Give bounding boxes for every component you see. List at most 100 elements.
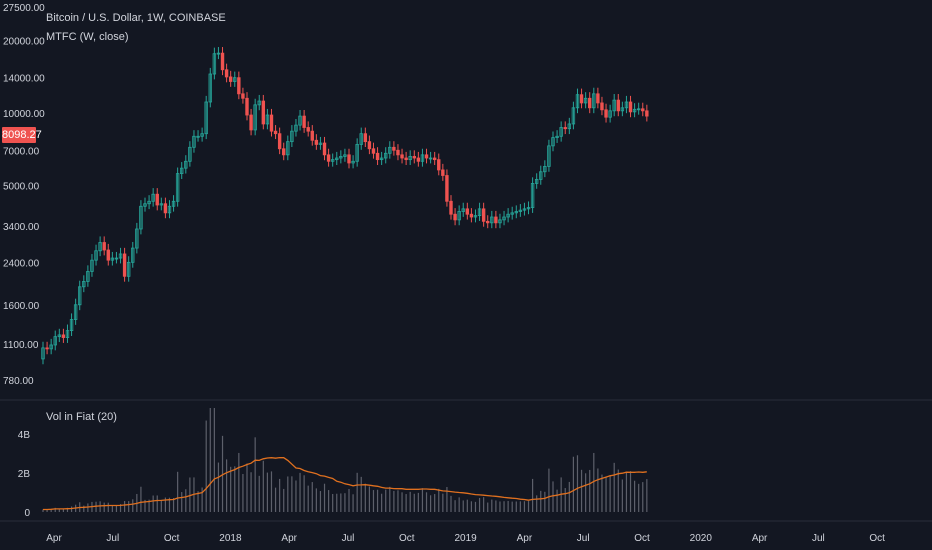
price-tick-label: 2400.00 [3, 258, 40, 269]
time-tick-label: Jul [812, 533, 825, 544]
candle-body [575, 94, 580, 109]
candle-body [147, 200, 151, 205]
time-tick-label: Oct [164, 533, 180, 544]
candle-body [453, 213, 457, 221]
candle-body [253, 104, 257, 131]
indicator-label[interactable]: MTFC (W, close) [46, 31, 129, 43]
candle-body [135, 228, 139, 249]
candle-body [592, 93, 596, 109]
candle-body [220, 52, 225, 71]
candle-body [53, 336, 57, 346]
candle-body [110, 257, 115, 261]
candle-body [449, 200, 453, 215]
candle-body [461, 208, 465, 212]
candle-body [78, 286, 82, 306]
candle-body [363, 133, 368, 143]
candle-body [367, 141, 372, 150]
candle-body [375, 152, 380, 161]
candle-body [477, 208, 482, 217]
candle-body [539, 171, 543, 180]
candle-body [45, 347, 49, 350]
candle-body [184, 160, 188, 169]
candle-body [294, 124, 298, 132]
candle-body [322, 142, 327, 156]
candle-body [392, 146, 396, 151]
candle-body [359, 133, 363, 145]
candle-body [90, 259, 94, 272]
candle-body [551, 137, 555, 147]
price-tick-label: 20000.00 [3, 36, 45, 47]
price-axis: 27500.00 20000.00 14000.00 10000.00 7000.00 5… [3, 3, 45, 387]
chart-title[interactable]: Bitcoin / U.S. Dollar, 1W, COINBASE [46, 12, 226, 24]
volume-ma-line [43, 456, 647, 511]
candle-body [645, 110, 649, 117]
candle-body [126, 261, 131, 277]
candle-body [437, 159, 441, 171]
candle-body [306, 127, 310, 132]
candle-body [457, 211, 461, 221]
candle-body [404, 157, 408, 161]
price-tick-label: 7000.00 [3, 146, 40, 157]
candle-body [432, 157, 437, 161]
candle-body [155, 193, 159, 206]
candle-body [632, 108, 637, 113]
candle-body [530, 183, 535, 208]
candle-body [608, 110, 612, 118]
candle-body [241, 93, 245, 99]
candle-body [494, 216, 498, 224]
time-tick-label: 2020 [690, 533, 713, 544]
candle-body [534, 178, 539, 184]
candle-body [620, 107, 625, 112]
volume-indicator-label[interactable]: Vol in Fiat (20) [46, 411, 117, 423]
candle-body [616, 99, 620, 112]
candle-body [469, 213, 474, 218]
candle-body [94, 250, 98, 261]
candle-body [596, 93, 600, 104]
candle-body [424, 154, 429, 159]
candle-body [543, 165, 547, 173]
candle-body [388, 146, 392, 154]
candle-body [567, 123, 572, 130]
candle-body [163, 203, 168, 214]
candle-body [579, 94, 584, 104]
candle-body [192, 135, 196, 148]
candle-body [628, 101, 633, 113]
candle-body [555, 135, 559, 138]
candle-body [175, 173, 180, 202]
candle-body [514, 211, 518, 214]
candle-body [412, 156, 416, 159]
volume-tick-label: 4B [18, 430, 31, 441]
candle-body [200, 133, 204, 137]
price-tick-label: 14000.00 [3, 74, 45, 85]
candle-body [237, 77, 241, 95]
time-tick-label: Apr [46, 533, 62, 544]
candle-body [441, 169, 445, 176]
candle-body [420, 154, 425, 162]
candle-body [73, 304, 78, 320]
volume-axis: 4B 2B 0 [18, 430, 31, 519]
candles [41, 47, 649, 365]
candle-body [326, 154, 331, 162]
candle-body [408, 156, 412, 161]
time-tick-label: Apr [281, 533, 297, 544]
candle-body [379, 157, 384, 161]
candle-body [106, 249, 110, 261]
time-axis: Apr Jul Oct 2018 Apr Jul Oct 2019 Apr Jul Oct 2020 A… [46, 533, 885, 544]
candle-body [290, 130, 294, 143]
candle-body [188, 146, 192, 162]
candle-body [318, 142, 323, 145]
price-tick-label: 780.00 [3, 376, 34, 387]
candle-body [249, 114, 253, 131]
candle-body [563, 127, 567, 130]
volume-tick-label: 0 [24, 508, 30, 519]
time-tick-label: Apr [517, 533, 533, 544]
candle-body [69, 319, 74, 332]
candle-body [351, 160, 355, 164]
time-tick-label: 2018 [219, 533, 242, 544]
candle-body [465, 208, 470, 215]
price-tick-label: 10000.00 [3, 109, 45, 120]
candle-body [151, 193, 155, 202]
candle-body [282, 148, 286, 156]
price-tick-label: 5000.00 [3, 181, 40, 192]
